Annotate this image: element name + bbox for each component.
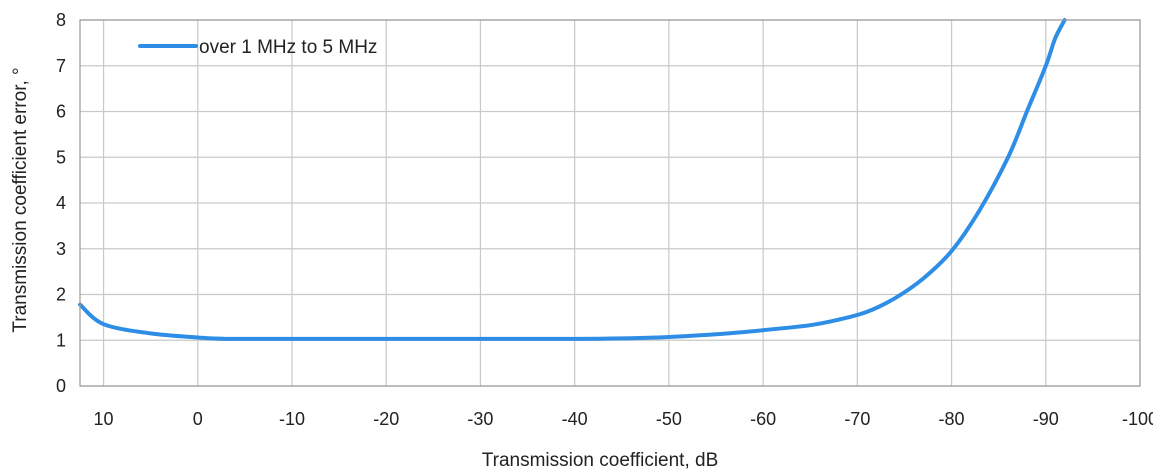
series-line: [78, 18, 1067, 341]
y-tick-label: 2: [56, 285, 66, 305]
y-tick-label: 3: [56, 239, 66, 259]
x-tick-label: -70: [844, 409, 870, 429]
legend: over 1 MHz to 5 MHz: [138, 37, 377, 58]
y-tick-label: 7: [56, 56, 66, 76]
legend-label: over 1 MHz to 5 MHz: [199, 37, 377, 58]
y-axis-ticks: 0 1 2 3 4 5 6 7 8: [56, 10, 66, 396]
x-tick-label: -20: [373, 409, 399, 429]
y-tick-label: 6: [56, 102, 66, 122]
x-tick-label: -10: [279, 409, 305, 429]
y-tick-label: 5: [56, 147, 66, 167]
y-tick-label: 4: [56, 193, 66, 213]
y-tick-label: 0: [56, 376, 66, 396]
x-tick-label: -40: [562, 409, 588, 429]
plot-frame: [79, 19, 1141, 387]
x-tick-label: -50: [656, 409, 682, 429]
x-axis-ticks: 10 0 -10 -20 -30 -40 -50 -60 -70 -80 -90 -100: [94, 409, 1153, 429]
x-tick-label: -100: [1122, 409, 1153, 429]
x-tick-label: -80: [939, 409, 965, 429]
x-tick-label: -30: [467, 409, 493, 429]
grid: [80, 19, 1141, 387]
x-tick-label: -60: [750, 409, 776, 429]
y-tick-label: 8: [56, 10, 66, 30]
x-tick-label: -90: [1033, 409, 1059, 429]
x-tick-label: 0: [193, 409, 203, 429]
series-layer: [78, 18, 1067, 341]
y-tick-label: 1: [56, 330, 66, 350]
x-tick-label: 10: [94, 409, 114, 429]
y-axis-label: Transmission coefficient error, °: [10, 67, 31, 332]
x-axis-label: Transmission coefficient, dB: [482, 450, 719, 471]
